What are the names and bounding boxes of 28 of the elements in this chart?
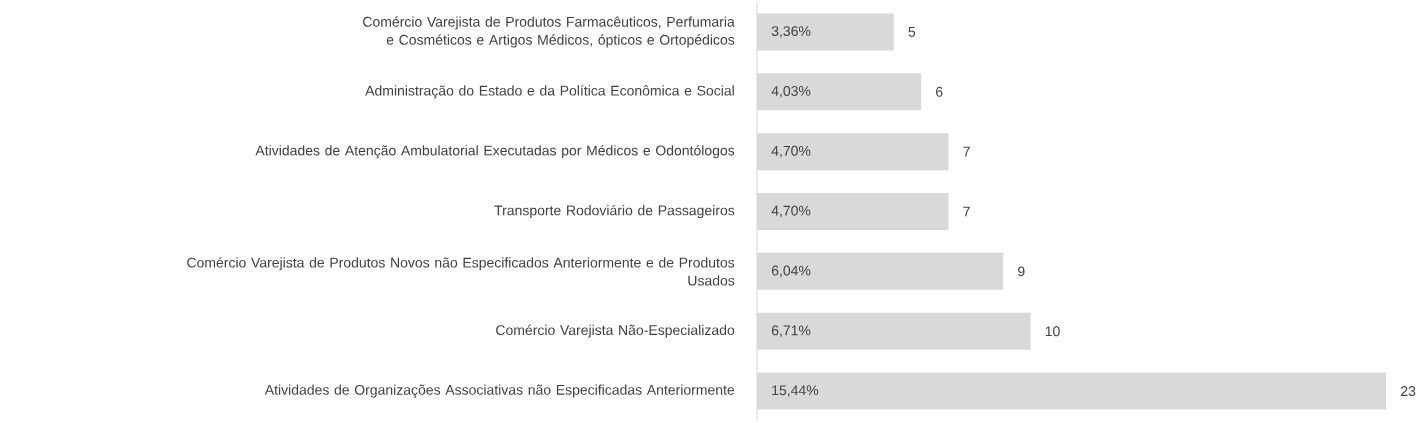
- data-label: 5: [908, 27, 916, 37]
- annotation: 4,70%: [771, 145, 811, 158]
- data-label: 7: [963, 206, 970, 217]
- annotation: 6,04%: [771, 265, 811, 278]
- y-tick-label: Comércio Varejista de Produtos Novos não Especificados Anteriormente e de Produtos Usados: [187, 257, 735, 286]
- annotation: 3,36%: [771, 26, 811, 38]
- bar: [757, 133, 949, 171]
- data-label: 7: [963, 146, 970, 157]
- bar: [757, 312, 1031, 350]
- bar: [757, 13, 894, 51]
- y-tick-label: Atividades de Atenção Ambulatorial Executadas por Médicos e Odontólogos: [255, 145, 735, 159]
- annotation: 4,03%: [771, 86, 811, 98]
- annotation: 4,70%: [771, 205, 811, 218]
- y-tick-label: Transporte Rodoviário de Passageiros: [494, 204, 735, 219]
- annotation: 15,44%: [772, 385, 819, 397]
- bar: [757, 193, 949, 230]
- data-label: 23: [1401, 386, 1416, 397]
- y-tick-label: Administração do Estado e da Política Econômica e Social: [365, 85, 734, 99]
- annotation: 6,71%: [771, 325, 811, 338]
- data-label: 10: [1045, 326, 1060, 337]
- bar: [757, 73, 922, 111]
- y-tick-label: Atividades de Organizações Associativas não Especificadas Anteriormente: [264, 384, 735, 398]
- y-tick-label: Comércio Varejista Não-Especializado: [496, 324, 735, 338]
- bar: [757, 372, 1387, 410]
- data-label: 6: [936, 86, 943, 97]
- data-label: 9: [1018, 266, 1025, 277]
- y-tick-label: Comércio Varejista de Produtos Farmacêuticos, Perfumaria e Cosméticos e Artigos Médicos, ópticos e Ortopédicos: [363, 16, 735, 48]
- bar: [757, 252, 1004, 290]
